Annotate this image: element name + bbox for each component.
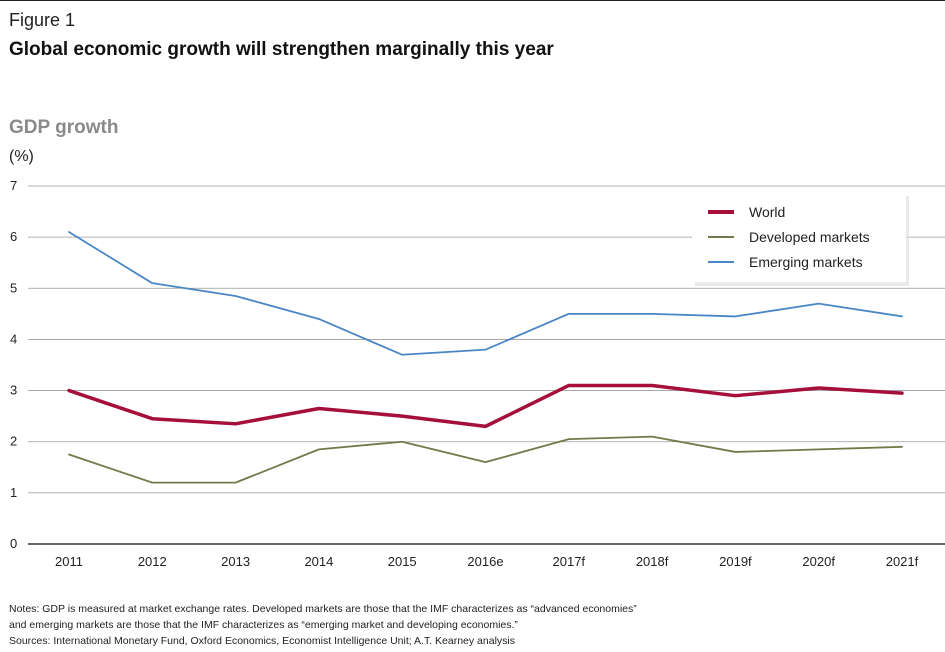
x-tick-label: 2021f: [886, 554, 919, 569]
y-tick-labels: 0 1 2 3 4 5 6 7: [10, 178, 17, 551]
legend-label-emerging: Emerging markets: [749, 254, 863, 270]
x-tick-label: 2018f: [636, 554, 669, 569]
top-rule: [0, 0, 945, 1]
y-tick-label: 3: [10, 383, 17, 398]
x-tick-label: 2020f: [802, 554, 835, 569]
legend-label-world: World: [749, 204, 785, 220]
notes-line-2: and emerging markets are those that the …: [9, 619, 518, 631]
notes: Notes: GDP is measured at market exchang…: [9, 601, 939, 649]
x-tick-label: 2013: [221, 554, 250, 569]
y-axis-unit: (%): [9, 148, 34, 165]
y-tick-label: 1: [10, 485, 17, 500]
figure-label: Figure 1: [9, 10, 76, 30]
series-line-world: [67, 383, 904, 429]
y-tick-label: 0: [10, 536, 17, 551]
x-tick-label: 2015: [388, 554, 417, 569]
figure-title: Global economic growth will strengthen m…: [9, 39, 554, 60]
y-tick-label: 5: [10, 280, 17, 295]
y-tick-label: 4: [10, 331, 17, 346]
x-tick-label: 2014: [304, 554, 333, 569]
x-tick-label: 2017f: [553, 554, 586, 569]
y-tick-label: 7: [10, 178, 17, 193]
series-lines: [67, 231, 904, 484]
series-line-developed: [68, 435, 903, 484]
legend: World Developed markets Emerging markets: [692, 192, 909, 286]
x-tick-label: 2019f: [719, 554, 752, 569]
legend-label-developed: Developed markets: [749, 229, 870, 245]
chart-title: GDP growth: [9, 117, 119, 138]
y-tick-label: 2: [10, 434, 17, 449]
x-tick-label: 2016e: [467, 554, 503, 569]
x-tick-label: 2011: [55, 554, 83, 569]
notes-line-1: Notes: GDP is measured at market exchang…: [9, 603, 637, 615]
y-tick-label: 6: [10, 229, 17, 244]
x-tick-label: 2012: [138, 554, 167, 569]
sources-line: Sources: International Monetary Fund, Ox…: [9, 635, 515, 647]
x-tick-labels: 2011 2012 2013 2014 2015 2016e 2017f 2018f 2019f…: [55, 554, 919, 569]
series-line-emerging: [68, 231, 903, 356]
